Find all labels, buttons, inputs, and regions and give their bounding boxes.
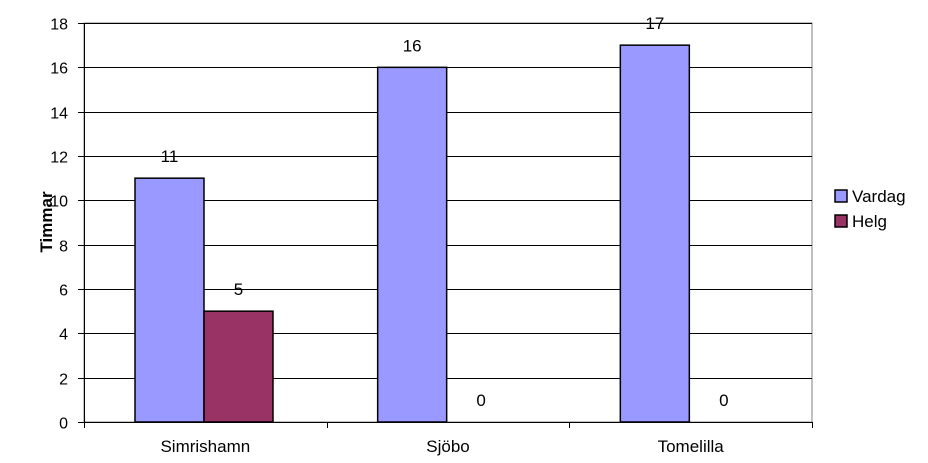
legend-label-helg: Helg (852, 212, 887, 231)
bar-vardag-2 (619, 44, 691, 423)
y-tick-label: 2 (59, 372, 68, 389)
bar-helg-0 (203, 310, 274, 423)
bar-vardag-1 (376, 66, 448, 423)
data-label: 17 (645, 14, 664, 33)
axes (78, 23, 813, 428)
legend-swatch-helg (834, 214, 848, 228)
data-label: 0 (476, 391, 485, 410)
bars (134, 44, 691, 423)
legend: Vardag Helg (834, 187, 906, 231)
y-tick-label: 14 (50, 106, 68, 123)
category-labels: Simrishamn Sjöbo Tomelilla (160, 437, 724, 456)
data-label: 5 (234, 280, 243, 299)
y-tick-label: 6 (59, 283, 68, 300)
category-label: Sjöbo (426, 437, 469, 456)
y-tick-label: 4 (59, 327, 68, 344)
legend-swatch-vardag (834, 189, 848, 203)
y-tick-label: 8 (59, 239, 68, 256)
data-label: 0 (719, 391, 728, 410)
y-tick-label: 18 (50, 17, 68, 34)
category-label: Tomelilla (658, 437, 725, 456)
y-axis-label: Timmar (37, 191, 56, 252)
data-label: 11 (161, 147, 179, 166)
y-tick-label: 0 (59, 416, 68, 433)
y-tick-label: 12 (50, 150, 68, 167)
data-label: 16 (403, 36, 422, 55)
data-labels: 11 5 16 0 17 0 (161, 14, 729, 410)
legend-label-vardag: Vardag (852, 187, 906, 206)
bar-vardag-0 (134, 177, 205, 423)
y-tick-labels: 0 2 4 6 8 10 12 14 16 18 (50, 17, 68, 433)
y-tick-label: 16 (50, 61, 68, 78)
y-tick-label: 10 (50, 194, 68, 211)
category-label: Simrishamn (160, 437, 250, 456)
